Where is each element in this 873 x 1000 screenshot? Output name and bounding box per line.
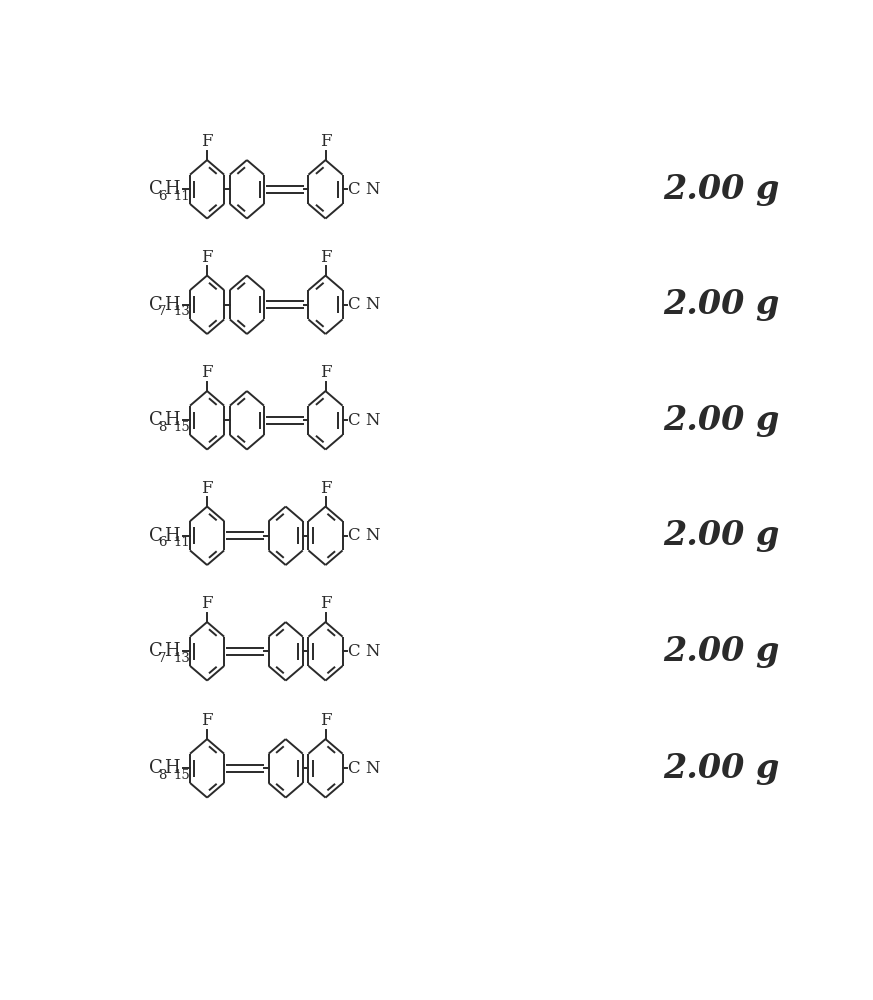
Text: C: C xyxy=(149,180,163,198)
Text: C N: C N xyxy=(348,181,381,198)
Text: 2.00 g: 2.00 g xyxy=(663,173,780,206)
Text: F: F xyxy=(202,480,213,497)
Text: C: C xyxy=(149,411,163,429)
Text: C: C xyxy=(149,759,163,777)
Text: F: F xyxy=(202,712,213,729)
Text: C N: C N xyxy=(348,412,381,429)
Text: 11: 11 xyxy=(173,190,189,203)
Text: H: H xyxy=(164,759,180,777)
Text: C N: C N xyxy=(348,527,381,544)
Text: F: F xyxy=(202,249,213,266)
Text: 7: 7 xyxy=(158,305,167,318)
Text: 13: 13 xyxy=(173,305,190,318)
Text: 13: 13 xyxy=(173,652,190,665)
Text: 2.00 g: 2.00 g xyxy=(663,288,780,321)
Text: 7: 7 xyxy=(158,652,167,665)
Text: C: C xyxy=(149,642,163,660)
Text: F: F xyxy=(320,249,332,266)
Text: F: F xyxy=(320,595,332,612)
Text: H: H xyxy=(164,180,180,198)
Text: 8: 8 xyxy=(158,421,167,434)
Text: F: F xyxy=(320,480,332,497)
Text: 2.00 g: 2.00 g xyxy=(663,404,780,437)
Text: F: F xyxy=(320,133,332,150)
Text: C: C xyxy=(149,527,163,545)
Text: 2.00 g: 2.00 g xyxy=(663,752,780,785)
Text: C N: C N xyxy=(348,296,381,313)
Text: H: H xyxy=(164,527,180,545)
Text: H: H xyxy=(164,296,180,314)
Text: 2.00 g: 2.00 g xyxy=(663,635,780,668)
Text: 6: 6 xyxy=(158,536,167,549)
Text: H: H xyxy=(164,411,180,429)
Text: C N: C N xyxy=(348,643,381,660)
Text: H: H xyxy=(164,642,180,660)
Text: 11: 11 xyxy=(173,536,189,549)
Text: F: F xyxy=(320,712,332,729)
Text: F: F xyxy=(320,364,332,381)
Text: 15: 15 xyxy=(173,421,189,434)
Text: F: F xyxy=(202,133,213,150)
Text: F: F xyxy=(202,364,213,381)
Text: C N: C N xyxy=(348,760,381,777)
Text: 6: 6 xyxy=(158,190,167,203)
Text: C: C xyxy=(149,296,163,314)
Text: 2.00 g: 2.00 g xyxy=(663,519,780,552)
Text: 15: 15 xyxy=(173,769,189,782)
Text: F: F xyxy=(202,595,213,612)
Text: 8: 8 xyxy=(158,769,167,782)
